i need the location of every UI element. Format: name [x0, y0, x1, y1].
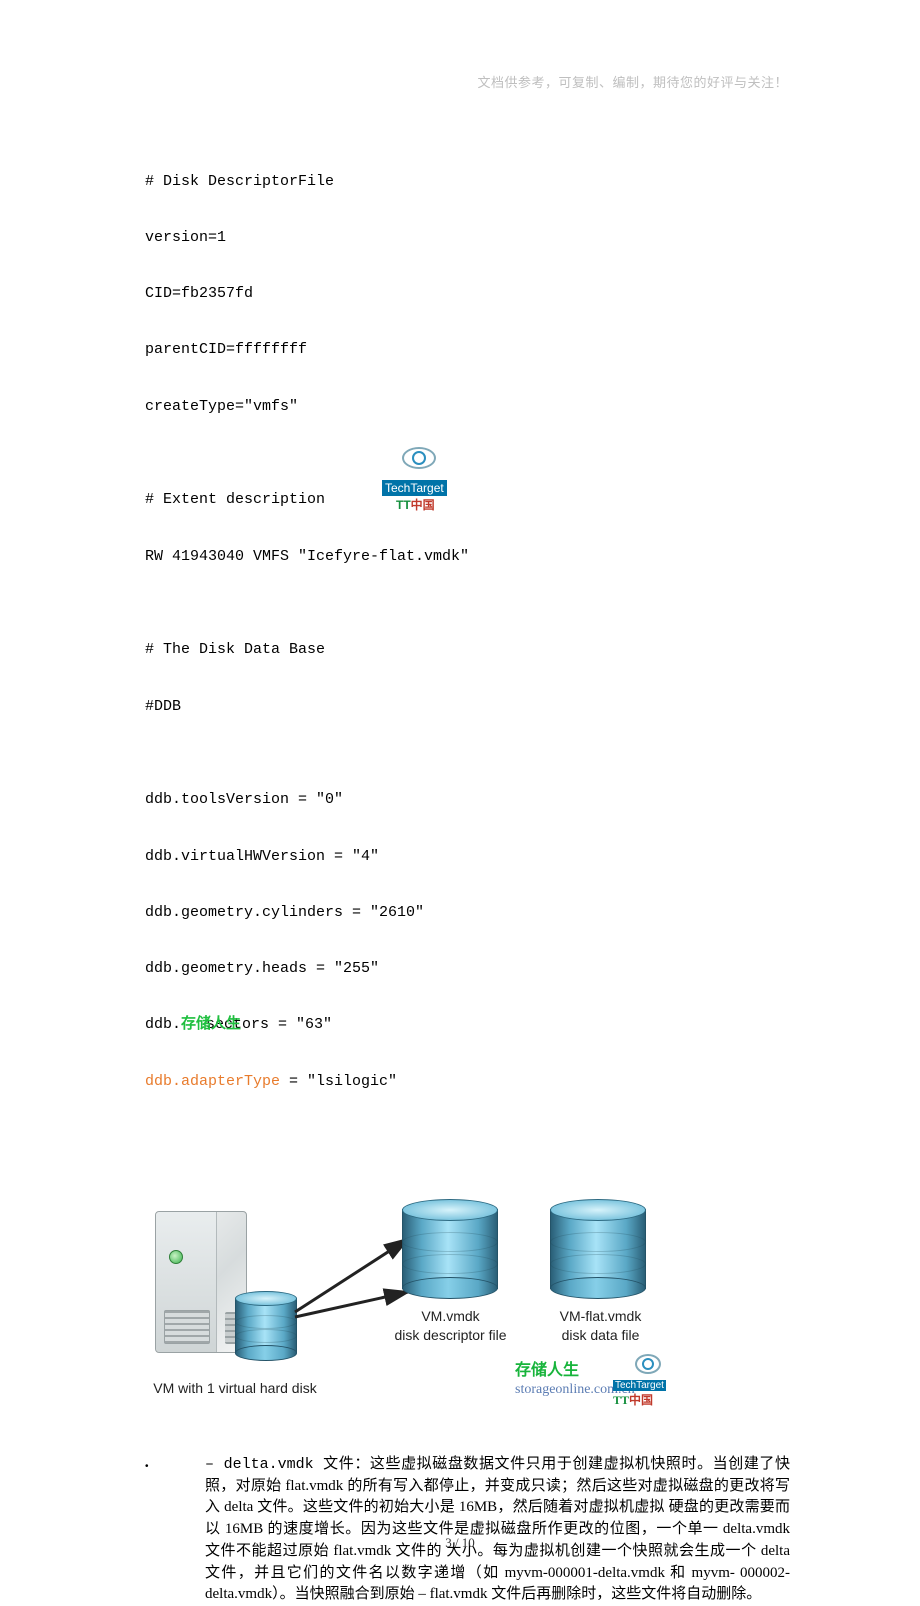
header-note: 文档供参考，可复制、编制，期待您的好评与关注！	[477, 72, 788, 91]
code-line: ddb.geometry.cylinders = "2610"	[145, 904, 790, 923]
flat-vmdk-label-l1: VM-flat.vmdk	[543, 1307, 658, 1326]
power-led-icon	[169, 1250, 183, 1264]
vmdk-label-l1: VM.vmdk	[388, 1307, 513, 1326]
code-line: #DDB	[145, 698, 790, 717]
code-line: RW 41943040 VMFS "Icefyre-flat.vmdk"	[145, 548, 790, 567]
paragraph-text: 这些虚拟磁盘数据文件只用于创建虚拟机快照时。当创建了快照，对原始 flat.vm…	[205, 1456, 790, 1603]
eye-icon	[402, 447, 432, 469]
techtarget-badge: TechTarget	[382, 480, 447, 496]
eye-icon	[635, 1354, 661, 1374]
vmdk-diagram: VM.vmdk disk descriptor file VM-flat.vmd…	[145, 1199, 665, 1419]
server-label: VM with 1 virtual hard disk	[135, 1379, 335, 1398]
vmdk-label: VM.vmdk disk descriptor file	[388, 1307, 513, 1345]
flat-vmdk-label-l2: disk data file	[543, 1326, 658, 1345]
code-line: ddb.toolsVersion = "0"	[145, 791, 790, 810]
bullet-icon: •	[145, 1454, 205, 1606]
small-disk-icon	[235, 1291, 297, 1361]
vmdk-disk-icon	[402, 1199, 498, 1299]
code-line: parentCID=ffffffff	[145, 341, 790, 360]
tt-cn: 中国	[629, 1393, 653, 1407]
tt-cn-label: TT中国	[396, 496, 435, 513]
watermark-text: 存储人生	[181, 1016, 241, 1033]
code-text: = "lsilogic"	[280, 1073, 397, 1090]
server-tower-icon	[155, 1211, 247, 1353]
code-line-overlay: ddb.存储人生sectors = "63"	[145, 1016, 790, 1035]
code-line: ddb.virtualHWVersion = "4"	[145, 848, 790, 867]
code-line: CID=fb2357fd	[145, 285, 790, 304]
flat-vmdk-disk-icon	[550, 1199, 646, 1299]
tt-text: TechTarget	[613, 1380, 666, 1391]
watermark-cn: 存储人生	[515, 1362, 579, 1379]
page: 文档供参考，可复制、编制，期待您的好评与关注！ # Disk Descripto…	[0, 0, 920, 1606]
server-vent-icon	[164, 1310, 210, 1344]
tt-text: TT	[396, 498, 411, 512]
flat-vmdk-label: VM-flat.vmdk disk data file	[543, 1307, 658, 1345]
code-line: ddb.geometry.heads = "255"	[145, 960, 790, 979]
code-line: createType="vmfs"	[145, 398, 790, 417]
paragraph-lead: – delta.vmdk 文件：	[205, 1456, 370, 1473]
delta-vmdk-paragraph: • – delta.vmdk 文件：这些虚拟磁盘数据文件只用于创建虚拟机快照时。…	[145, 1454, 790, 1606]
code-line-overlay: ddb.adapterType = "lsilogic"	[145, 1073, 790, 1092]
code-line: # The Disk Data Base	[145, 641, 790, 660]
server-front	[156, 1212, 217, 1352]
code-line: # Extent description	[145, 491, 790, 510]
page-number: 3 / 10	[0, 1535, 920, 1551]
code-line: # Disk DescriptorFile	[145, 173, 790, 192]
techtarget-badge: TechTarget TT中国	[613, 1379, 666, 1408]
disk-descriptor-code: # Disk DescriptorFile version=1 CID=fb23…	[145, 135, 790, 1129]
paragraph-body: – delta.vmdk 文件：这些虚拟磁盘数据文件只用于创建虚拟机快照时。当创…	[205, 1454, 790, 1606]
tt-cn-text: 中国	[411, 498, 435, 512]
code-line: version=1	[145, 229, 790, 248]
vmdk-label-l2: disk descriptor file	[388, 1326, 513, 1345]
watermark-url: ddb.adapterType	[145, 1073, 280, 1090]
code-text: ddb.	[145, 1016, 181, 1033]
tt-prefix: TT	[613, 1393, 629, 1407]
